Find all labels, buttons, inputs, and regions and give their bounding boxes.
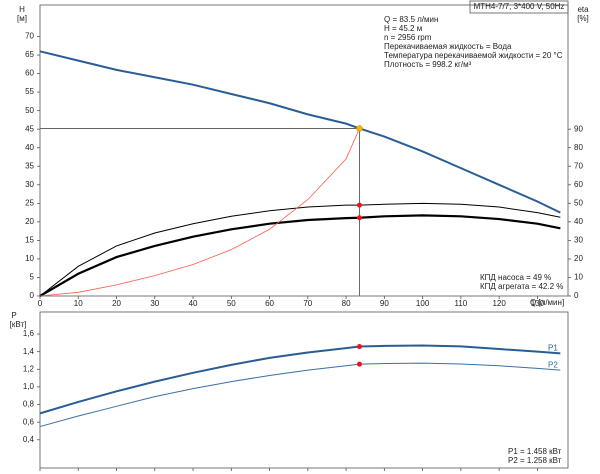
curve — [39, 202, 561, 297]
x-tick-label: 80 — [342, 299, 351, 308]
operating-point — [356, 125, 363, 132]
y-tick-label: 0,4 — [23, 435, 35, 444]
y-tick-label: 60 — [25, 69, 34, 78]
info-text: Q = 83.5 л/мин — [384, 15, 438, 24]
curve-label: P2 — [548, 360, 558, 369]
curve — [39, 128, 360, 297]
y-tick-label: 40 — [25, 143, 34, 152]
y-axis-label: P — [11, 311, 16, 320]
y-tick-label: 5 — [30, 273, 35, 282]
y-tick-label: 55 — [25, 87, 34, 96]
plot-frame — [39, 311, 569, 469]
note: КПД насоса = 49 % — [480, 273, 551, 282]
y2-axis-unit: [%] — [577, 14, 589, 23]
x-tick-label: 10 — [74, 299, 83, 308]
y-tick-label: 0,6 — [23, 417, 35, 426]
note: P2 = 1.258 кВт — [508, 456, 562, 465]
curve-label: P1 — [548, 344, 558, 353]
y-tick-label: 25 — [25, 198, 34, 207]
curve — [39, 344, 561, 415]
y2-tick-label: 10 — [574, 273, 583, 282]
x-tick-label: 60 — [265, 299, 274, 308]
y-tick-label: 10 — [25, 254, 34, 263]
y-axis-label: H — [19, 5, 25, 14]
x-tick-label: 120 — [492, 299, 506, 308]
y-tick-label: 65 — [25, 50, 34, 59]
title-box — [469, 0, 569, 14]
x-tick-label: 70 — [303, 299, 312, 308]
curve — [39, 362, 561, 428]
y2-tick-label: 20 — [574, 254, 583, 263]
y2-tick-label: 0 — [574, 291, 579, 300]
operating-point — [356, 215, 362, 221]
x-tick-label: 0 — [38, 299, 43, 308]
y-tick-label: 30 — [25, 180, 34, 189]
x-tick-label: 40 — [189, 299, 198, 308]
note: КПД агрегата = 42.2 % — [480, 282, 563, 291]
y2-tick-label: 60 — [574, 180, 583, 189]
info-text: Плотность = 998.2 кг/м³ — [384, 60, 472, 69]
y-tick-label: 1,4 — [23, 347, 35, 356]
y-tick-label: 35 — [25, 161, 34, 170]
x-axis-label: Q [л/мин] — [530, 298, 564, 307]
info-text: Температура перекачиваемой жидкости = 20… — [384, 51, 563, 60]
y-tick-label: 0 — [30, 291, 35, 300]
operating-point — [356, 361, 362, 367]
y-tick-label: 70 — [25, 32, 34, 41]
y2-axis-label: eta — [577, 5, 589, 14]
x-tick-label: 90 — [380, 299, 389, 308]
y2-tick-label: 90 — [574, 124, 583, 133]
chart-title: MTH4-7/7, 3*400 V, 50Hz — [474, 2, 565, 11]
x-tick-label: 30 — [150, 299, 159, 308]
y-tick-label: 1,6 — [23, 329, 35, 338]
y2-tick-label: 40 — [574, 217, 583, 226]
y-tick-label: 1,0 — [23, 382, 35, 391]
info-text: H = 45.2 м — [384, 24, 422, 33]
note: P1 = 1.458 кВт — [508, 447, 562, 456]
y-tick-label: 20 — [25, 217, 34, 226]
y-axis-unit: [м] — [17, 14, 27, 23]
y-tick-label: 0,8 — [23, 400, 35, 409]
x-tick-label: 20 — [112, 299, 121, 308]
y-tick-label: 45 — [25, 124, 34, 133]
curve — [39, 214, 561, 297]
x-tick-label: 110 — [454, 299, 467, 308]
y-tick-label: 15 — [25, 236, 34, 245]
y2-tick-label: 50 — [574, 198, 583, 207]
operating-point — [356, 202, 362, 208]
y-tick-label: 50 — [25, 106, 34, 115]
curve — [39, 50, 561, 214]
plot-frame — [39, 4, 569, 297]
y2-tick-label: 80 — [574, 143, 583, 152]
y2-tick-label: 70 — [574, 161, 583, 170]
y-tick-label: 1,2 — [23, 364, 35, 373]
x-tick-label: 100 — [416, 299, 430, 308]
x-tick-label: 130 — [531, 299, 545, 308]
y2-tick-label: 30 — [574, 236, 583, 245]
x-tick-label: 50 — [227, 299, 236, 308]
info-text: n = 2956 rpm — [384, 33, 432, 42]
info-text: Перекачиваемая жидкость = Вода — [384, 42, 512, 51]
operating-point — [356, 344, 362, 350]
y-axis-unit: [кВт] — [10, 320, 27, 329]
